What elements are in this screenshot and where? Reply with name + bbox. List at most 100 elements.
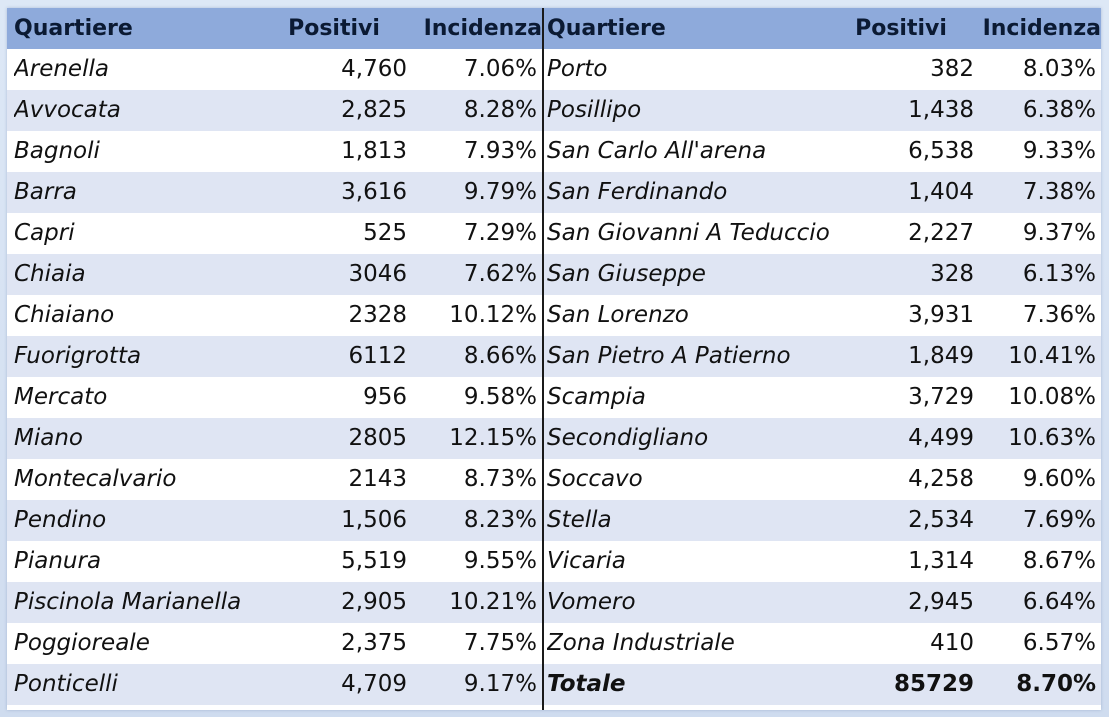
table-row: Pendino 1,506 8.23% [7, 500, 542, 541]
cell-positivi: 2328 [348, 302, 407, 328]
cell-quartiere: Secondigliano [547, 425, 709, 451]
table-row: Totale 85729 8.70% [544, 664, 1101, 705]
cell-quartiere: Soccavo [547, 466, 643, 492]
cell-quartiere: Zona Industriale [547, 630, 735, 656]
cell-incidenza: 8.70% [1016, 671, 1096, 697]
header-row-right: Quartiere Positivi Incidenza [544, 8, 1101, 49]
cell-quartiere: Ponticelli [14, 671, 118, 697]
cell-quartiere: Chiaiano [14, 302, 115, 328]
header-positivi: Positivi [288, 16, 380, 41]
cell-quartiere: San Pietro A Patierno [547, 343, 791, 369]
cell-incidenza: 9.60% [1022, 466, 1096, 492]
cell-quartiere: Capri [14, 220, 75, 246]
cell-incidenza: 9.55% [463, 548, 537, 574]
cell-quartiere: Miano [14, 425, 83, 451]
cell-quartiere: Bagnoli [14, 138, 100, 164]
table-row: Mercato 956 9.58% [7, 377, 542, 418]
cell-quartiere: Chiaia [14, 261, 86, 287]
cell-quartiere: Barra [14, 179, 77, 205]
table-row: Bagnoli 1,813 7.93% [7, 131, 542, 172]
cell-quartiere: Pendino [14, 507, 107, 533]
cell-positivi: 410 [930, 630, 974, 656]
cell-positivi: 3,616 [341, 179, 407, 205]
cell-quartiere: San Carlo All'arena [547, 138, 767, 164]
cell-incidenza: 8.28% [463, 97, 537, 123]
cell-quartiere: Pianura [14, 548, 102, 574]
cell-positivi: 2143 [348, 466, 407, 492]
cell-incidenza: 6.38% [1022, 97, 1096, 123]
cell-positivi: 2,227 [908, 220, 974, 246]
cell-positivi: 5,519 [341, 548, 407, 574]
cell-positivi: 6,538 [908, 138, 974, 164]
spreadsheet-table: Quartiere Positivi Incidenza Arenella 4,7… [7, 8, 1101, 710]
cell-positivi: 2,534 [908, 507, 974, 533]
cell-incidenza: 7.93% [463, 138, 537, 164]
table-row: Posillipo 1,438 6.38% [544, 90, 1101, 131]
cell-incidenza: 9.58% [463, 384, 537, 410]
cell-positivi: 382 [930, 56, 974, 82]
cell-quartiere: Posillipo [547, 97, 642, 123]
table-row: San Ferdinando 1,404 7.38% [544, 172, 1101, 213]
column-divider [542, 8, 544, 710]
table-row: Arenella 4,760 7.06% [7, 49, 542, 90]
table-row: Montecalvario 2143 8.73% [7, 459, 542, 500]
cell-quartiere: San Giuseppe [547, 261, 706, 287]
table-row: Poggioreale 2,375 7.75% [7, 623, 542, 664]
table-row: San Giuseppe 328 6.13% [544, 254, 1101, 295]
header-positivi: Positivi [855, 16, 947, 41]
cell-quartiere: San Ferdinando [547, 179, 728, 205]
header-incidenza: Incidenza [423, 16, 542, 41]
table-left-half: Quartiere Positivi Incidenza Arenella 4,7… [7, 8, 542, 710]
cell-incidenza: 7.29% [463, 220, 537, 246]
cell-incidenza: 8.67% [1022, 548, 1096, 574]
cell-incidenza: 9.79% [463, 179, 537, 205]
cell-incidenza: 9.17% [463, 671, 537, 697]
table-row: Chiaia 3046 7.62% [7, 254, 542, 295]
cell-positivi: 525 [363, 220, 407, 246]
cell-positivi: 3046 [348, 261, 407, 287]
header-quartiere: Quartiere [547, 16, 666, 41]
table-row: Vomero 2,945 6.64% [544, 582, 1101, 623]
cell-quartiere: Vicaria [547, 548, 626, 574]
cell-incidenza: 10.63% [1008, 425, 1096, 451]
header-quartiere: Quartiere [14, 16, 133, 41]
cell-positivi: 2,375 [341, 630, 407, 656]
cell-incidenza: 12.15% [449, 425, 537, 451]
cell-incidenza: 7.62% [463, 261, 537, 287]
cell-incidenza: 9.33% [1022, 138, 1096, 164]
cell-positivi: 2,825 [341, 97, 407, 123]
cell-quartiere: San Lorenzo [547, 302, 689, 328]
cell-incidenza: 8.23% [463, 507, 537, 533]
table-row: San Giovanni A Teduccio 2,227 9.37% [544, 213, 1101, 254]
table-row: Scampia 3,729 10.08% [544, 377, 1101, 418]
cell-positivi: 2,945 [908, 589, 974, 615]
table-row: Soccavo 4,258 9.60% [544, 459, 1101, 500]
cell-positivi: 956 [363, 384, 407, 410]
cell-positivi: 4,258 [908, 466, 974, 492]
cell-incidenza: 7.38% [1022, 179, 1096, 205]
cell-incidenza: 6.57% [1022, 630, 1096, 656]
cell-positivi: 1,404 [908, 179, 974, 205]
cell-quartiere: Poggioreale [14, 630, 150, 656]
cell-quartiere: Porto [547, 56, 608, 82]
table-row: Stella 2,534 7.69% [544, 500, 1101, 541]
table-row: Barra 3,616 9.79% [7, 172, 542, 213]
cell-incidenza: 9.37% [1022, 220, 1096, 246]
table-row: San Pietro A Patierno 1,849 10.41% [544, 336, 1101, 377]
table-right-half: Quartiere Positivi Incidenza Porto 382 8.0… [544, 8, 1101, 710]
cell-positivi: 1,849 [908, 343, 974, 369]
table-row: Avvocata 2,825 8.28% [7, 90, 542, 131]
header-row-left: Quartiere Positivi Incidenza [7, 8, 542, 49]
cell-positivi: 1,813 [341, 138, 407, 164]
cell-positivi: 1,506 [341, 507, 407, 533]
cell-positivi: 3,931 [908, 302, 974, 328]
table-row: Vicaria 1,314 8.67% [544, 541, 1101, 582]
cell-positivi: 1,438 [908, 97, 974, 123]
cell-positivi: 2805 [348, 425, 407, 451]
cell-positivi: 4,709 [341, 671, 407, 697]
cell-quartiere: Scampia [547, 384, 646, 410]
cell-quartiere: Totale [547, 671, 626, 697]
cell-quartiere: Montecalvario [14, 466, 177, 492]
cell-incidenza: 10.12% [449, 302, 537, 328]
cell-incidenza: 8.03% [1022, 56, 1096, 82]
